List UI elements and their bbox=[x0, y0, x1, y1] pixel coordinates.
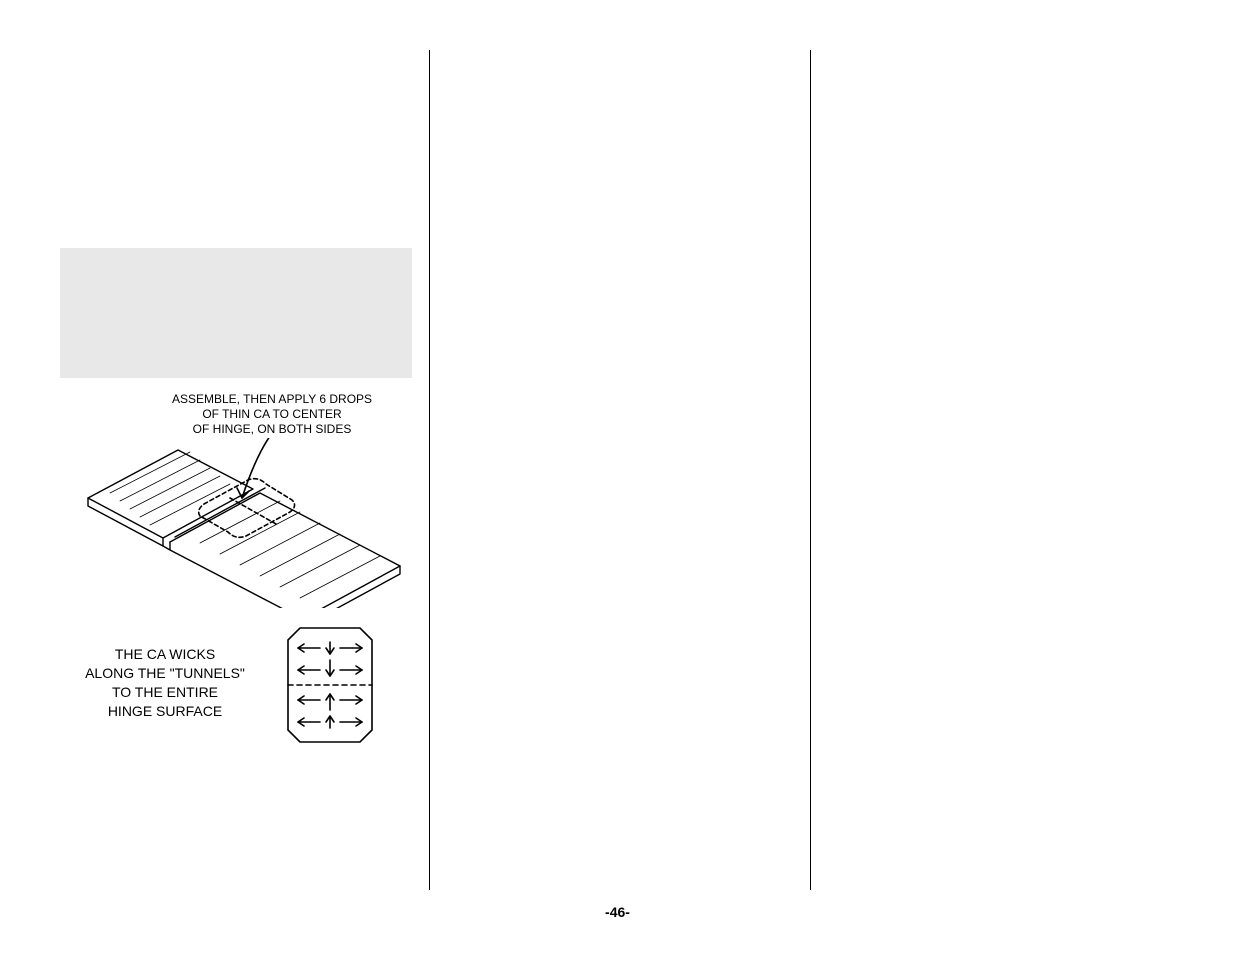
caption-line: ASSEMBLE, THEN APPLY 6 DROPS bbox=[152, 392, 392, 407]
hinge-outline bbox=[199, 479, 295, 538]
caption-hinge-apply: ASSEMBLE, THEN APPLY 6 DROPS OF THIN CA … bbox=[152, 392, 392, 437]
panel-right-edge bbox=[170, 550, 400, 608]
caption-wicks: THE CA WICKS ALONG THE "TUNNELS" TO THE … bbox=[65, 645, 265, 721]
caption-line: HINGE SURFACE bbox=[65, 702, 265, 721]
document-page: ASSEMBLE, THEN APPLY 6 DROPS OF THIN CA … bbox=[0, 0, 1235, 954]
caption-line: ALONG THE "TUNNELS" bbox=[65, 664, 265, 683]
panel-joint-edge bbox=[163, 538, 170, 550]
hinge-detail-diagram bbox=[280, 620, 380, 750]
panel-left bbox=[88, 450, 253, 538]
hatch-group bbox=[110, 452, 380, 598]
column-divider-2 bbox=[810, 50, 811, 890]
hinge-assembly-diagram bbox=[80, 438, 410, 608]
page-number: -46- bbox=[0, 904, 1235, 920]
panel-right-top bbox=[170, 493, 400, 608]
caption-line: THE CA WICKS bbox=[65, 645, 265, 664]
caption-line: OF THIN CA TO CENTER bbox=[152, 407, 392, 422]
column-divider-1 bbox=[429, 50, 430, 890]
arrow-group-upper bbox=[298, 642, 362, 676]
shaded-placeholder-box bbox=[60, 248, 412, 378]
arrow-group-lower bbox=[298, 694, 362, 728]
caption-line: TO THE ENTIRE bbox=[65, 683, 265, 702]
panel-left-edge bbox=[88, 498, 163, 546]
caption-line: OF HINGE, ON BOTH SIDES bbox=[152, 422, 392, 437]
